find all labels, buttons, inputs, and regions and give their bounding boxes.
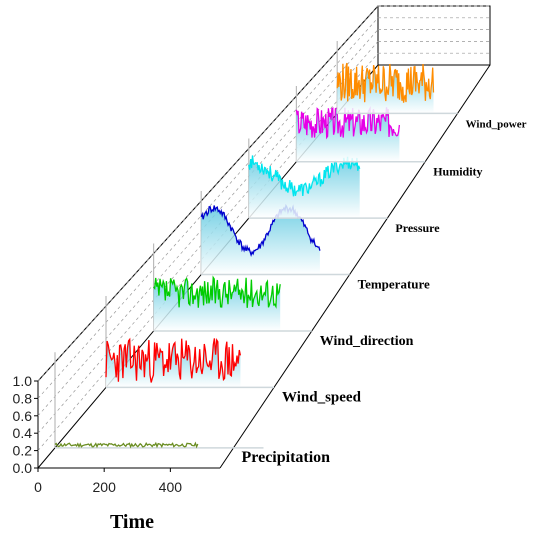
y-tick-label: 1.0 xyxy=(13,373,33,389)
axis-layer: 0.00.2 0.40.6 0.81.0 0 200 400 xyxy=(13,373,183,495)
chart-frame xyxy=(37,5,491,469)
series-label: Temperature xyxy=(358,277,430,292)
x-tick-label: 400 xyxy=(159,479,183,495)
series-area-fill xyxy=(153,277,281,331)
series-area-fill xyxy=(337,63,434,114)
series-wind-speed: Wind_speed xyxy=(105,296,362,405)
series-wind-direction: Wind_direction xyxy=(153,243,414,349)
grid-line-depth xyxy=(37,17,379,399)
series-label: Pressure xyxy=(395,221,440,235)
series-layer: Precipitation Wind_speed Wind_direction Tem… xyxy=(54,41,527,466)
series-label: Humidity xyxy=(433,165,482,179)
series-label: Precipitation xyxy=(242,449,331,466)
series-label: Wind_direction xyxy=(320,334,414,349)
series-line xyxy=(105,337,242,383)
series-area-fill xyxy=(106,338,241,388)
frame-edge-right-depth-bottom xyxy=(219,64,491,469)
y-tick-label: 0.2 xyxy=(13,443,33,459)
series-area-fill xyxy=(201,205,320,275)
series-area-fill xyxy=(296,107,400,162)
x-tick-label: 200 xyxy=(93,479,117,495)
x-axis-label: Time xyxy=(110,511,154,533)
series-temperature: Temperature xyxy=(200,191,430,292)
series-label: Wind_speed xyxy=(282,389,362,405)
series-line xyxy=(295,106,401,140)
series-precipitation: Precipitation xyxy=(54,352,331,466)
y-tick-label: 0.0 xyxy=(13,460,33,476)
series-pressure: Pressure xyxy=(248,138,440,235)
y-tick-label: 0.4 xyxy=(13,425,33,441)
series-line xyxy=(153,275,281,309)
frame-back-wall xyxy=(377,5,491,66)
y-tick-label: 0.6 xyxy=(13,408,33,424)
series-line xyxy=(54,441,199,449)
series-line xyxy=(248,155,361,197)
series-line xyxy=(336,62,435,103)
y-tick-label: 0.8 xyxy=(13,390,33,406)
grid-line-depth xyxy=(37,5,379,382)
grid-line-depth xyxy=(37,29,379,417)
series-humidity: Humidity xyxy=(295,86,483,179)
x-tick-label: 0 xyxy=(34,479,42,495)
series-wind-power: Wind_power xyxy=(336,41,527,130)
series-label: Wind_power xyxy=(466,118,527,130)
